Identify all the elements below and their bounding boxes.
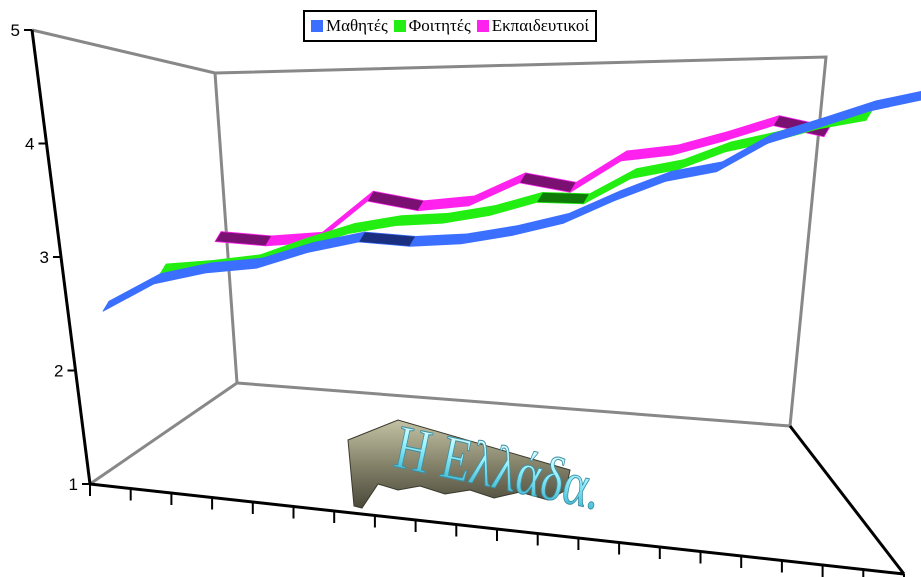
legend-swatch-2 [476,20,489,32]
series-0-segment-6 [409,233,468,247]
y-tick-label-1: 2 [54,362,63,381]
legend-swatch-1 [393,20,406,32]
y-tick-label-3: 4 [25,135,34,154]
y-tick-label-2: 3 [40,248,49,267]
y-axis-ticks: 1 2 3 4 5 [11,21,90,494]
legend-label-1: Φοιτητές [408,16,471,35]
series-0-segment-7 [460,225,519,245]
series-layer [102,91,921,312]
series-2-segment-6 [519,172,577,193]
floor-left-depth-edge [89,381,238,486]
top-depth-edge [31,28,216,75]
series-0-segment-5 [358,231,417,247]
legend-item-1: Φοιτητές [393,16,471,36]
series-2-segment-0 [214,231,273,247]
series-0-segment-0 [102,273,161,312]
series-0-segment-15 [869,91,921,112]
wordart-extrusion [347,419,571,509]
legend: Μαθητές Φοιτητές Εκπαιδευτικοί [303,10,597,42]
legend-swatch-0 [311,20,323,32]
legend-item-2: Εκπαιδευτικοί [476,16,589,36]
series-1-segment-6 [441,205,496,224]
series-1-segment-8 [536,192,590,205]
floor-wordart: Η Ελλάδα. [347,412,608,524]
wordart-text: Η Ελλάδα. [389,413,608,524]
y-tick-label-4: 5 [11,21,20,40]
x-axis-ticks [89,484,905,577]
legend-label-0: Μαθητές [326,16,388,35]
legend-label-2: Εκπαιδευτικοί [491,16,589,35]
series-2-segment-7 [569,150,628,193]
series-2-segment-4 [417,195,476,212]
legend-item-0: Μαθητές [311,16,388,36]
series-2-segment-3 [366,190,425,212]
y-tick-label-0: 1 [69,475,78,494]
floor-right-depth-edge [788,425,906,575]
series-1-segment-4 [347,215,402,234]
series-1-segment-7 [489,192,543,216]
series-0-segment-8 [511,212,570,236]
series-1-segment-5 [394,212,449,227]
series-2-segment-8 [620,144,679,162]
